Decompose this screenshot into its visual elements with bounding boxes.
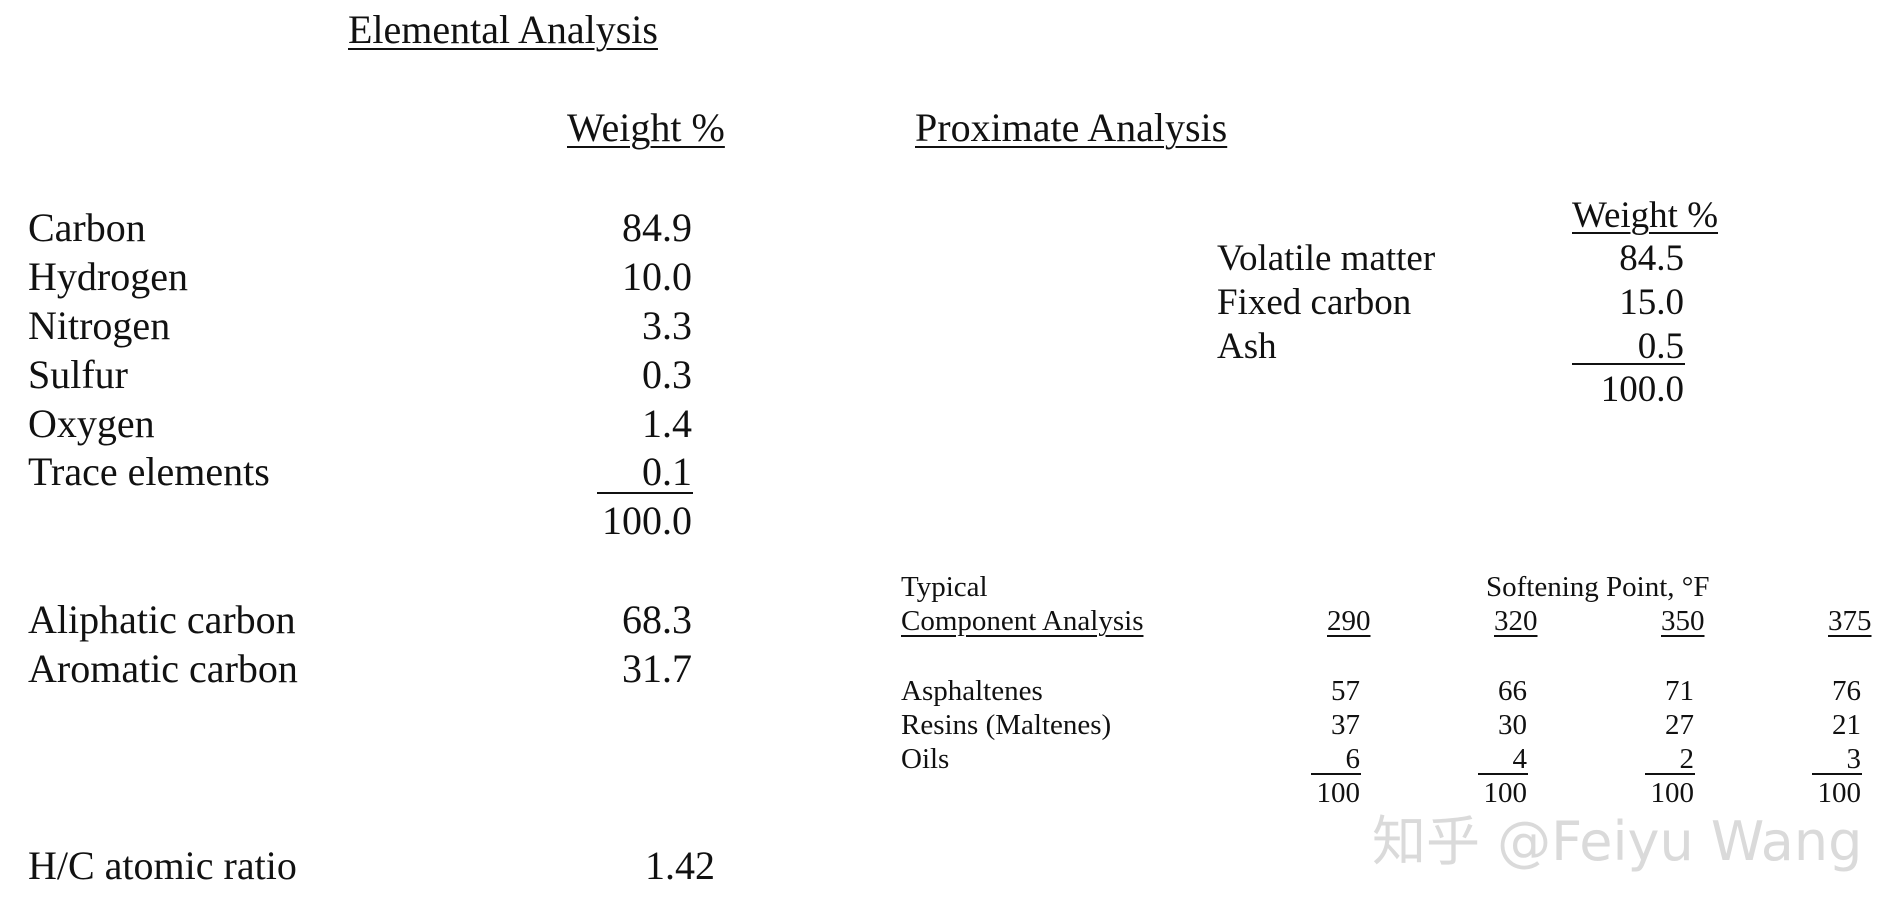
element-value: 0.1 — [642, 449, 692, 494]
component-sum-rule — [1645, 773, 1695, 775]
elemental-title: Elemental Analysis — [348, 7, 658, 52]
component-sum-rule — [1478, 773, 1528, 775]
element-label: Oxygen — [28, 401, 155, 446]
element-value: 1.4 — [642, 401, 692, 446]
component-total: 100 — [1483, 777, 1528, 809]
component-total: 100 — [1817, 777, 1862, 809]
softening-point-header: Softening Point, °F — [1486, 571, 1710, 603]
proximate-title: Proximate Analysis — [915, 105, 1228, 150]
carbon-type-value: 31.7 — [622, 646, 692, 691]
component-label: Resins (Maltenes) — [901, 709, 1112, 741]
component-value: 6 — [1345, 743, 1361, 775]
component-value: 3 — [1846, 743, 1862, 775]
carbon-type-label: Aliphatic carbon — [28, 597, 296, 642]
component-value: 4 — [1512, 743, 1528, 775]
element-value: 0.3 — [642, 352, 692, 397]
softening-column-header: 350 — [1661, 605, 1705, 637]
carbon-type-label: Aromatic carbon — [28, 646, 298, 691]
component-value: 21 — [1832, 709, 1861, 741]
component-title-line1: Typical — [901, 571, 988, 603]
component-total: 100 — [1650, 777, 1695, 809]
component-label: Oils — [901, 743, 950, 775]
elemental-total: 100.0 — [602, 498, 692, 543]
element-label: Hydrogen — [28, 254, 188, 299]
element-label: Trace elements — [28, 449, 270, 494]
hc-ratio-value: 1.42 — [645, 843, 715, 888]
component-value: 27 — [1665, 709, 1694, 741]
component-value: 57 — [1331, 675, 1360, 707]
component-total: 100 — [1316, 777, 1361, 809]
component-value: 66 — [1498, 675, 1527, 707]
elemental-weight-header: Weight % — [567, 105, 725, 150]
component-value: 76 — [1832, 675, 1861, 707]
proximate-value: 0.5 — [1637, 326, 1684, 367]
hc-ratio-label: H/C atomic ratio — [28, 843, 297, 888]
watermark: 知乎 @Feiyu Wang — [1372, 810, 1863, 873]
proximate-sum-rule — [1572, 363, 1685, 365]
element-value: 84.9 — [622, 205, 692, 250]
element-value: 3.3 — [642, 303, 692, 348]
carbon-type-value: 68.3 — [622, 597, 692, 642]
component-value: 30 — [1498, 709, 1527, 741]
proximate-label: Volatile matter — [1217, 238, 1436, 279]
element-label: Nitrogen — [28, 303, 171, 348]
element-label: Sulfur — [28, 352, 128, 397]
proximate-value: 15.0 — [1619, 282, 1684, 323]
softening-column-header: 290 — [1327, 605, 1371, 637]
component-title-line2: Component Analysis — [901, 605, 1144, 637]
component-value: 71 — [1665, 675, 1694, 707]
proximate-value: 84.5 — [1619, 238, 1684, 279]
proximate-weight-header: Weight % — [1572, 195, 1719, 236]
component-sum-rule — [1812, 773, 1862, 775]
element-label: Carbon — [28, 205, 146, 250]
softening-column-header: 375 — [1828, 605, 1872, 637]
elemental-sum-rule — [597, 492, 693, 494]
component-value: 2 — [1679, 743, 1695, 775]
component-sum-rule — [1311, 773, 1361, 775]
softening-column-header: 320 — [1494, 605, 1538, 637]
proximate-label: Ash — [1217, 326, 1277, 367]
proximate-total: 100.0 — [1600, 369, 1684, 410]
element-value: 10.0 — [622, 254, 692, 299]
component-value: 37 — [1331, 709, 1360, 741]
proximate-label: Fixed carbon — [1217, 282, 1412, 323]
component-label: Asphaltenes — [901, 675, 1043, 707]
